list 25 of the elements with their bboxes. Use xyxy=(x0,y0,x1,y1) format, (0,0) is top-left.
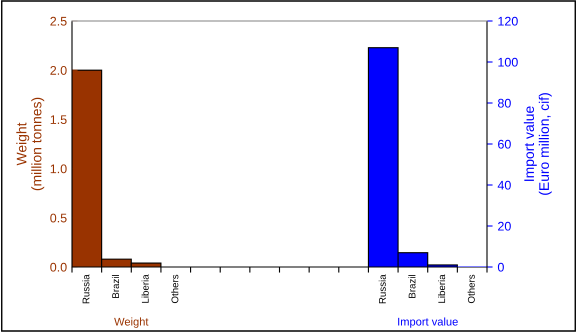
y-tick-label: 1.5 xyxy=(50,115,67,124)
y2-tick-label: 120 xyxy=(498,16,518,26)
x-tick-label: Brazil xyxy=(408,275,416,298)
y2-tick-label: 0 xyxy=(498,262,504,272)
y2-axis-title: Import value (Euro million, cif) xyxy=(524,93,552,195)
text: Import value xyxy=(398,317,458,328)
x-tick-label: Liberia xyxy=(142,274,149,303)
x-tick-label: Others xyxy=(171,274,178,304)
x-tick-label: Liberia xyxy=(438,274,446,303)
y-tick-label: 0.5 xyxy=(50,214,67,222)
y2-tick-label: 80 xyxy=(498,98,511,108)
y2-tick-label: 20 xyxy=(498,222,511,231)
y-tick-label: 2.5 xyxy=(50,16,67,26)
x-tick-label: Russia xyxy=(378,274,386,304)
y-axis-title: Weight (million tonnes) xyxy=(16,98,44,190)
y2-tick-label: 60 xyxy=(498,140,511,149)
y2-tick-label: 40 xyxy=(498,180,511,190)
y2-tick-label: 100 xyxy=(498,58,518,67)
y-tick-label: 0.0 xyxy=(50,262,67,272)
y-tick-label: 1.0 xyxy=(50,164,67,174)
y-tick-label: 2.0 xyxy=(50,66,67,75)
text: Weight xyxy=(114,317,148,328)
x-tick-label: Others xyxy=(468,274,475,304)
x-tick-label: Russia xyxy=(82,274,90,304)
x-tick-label: Brazil xyxy=(112,275,120,298)
